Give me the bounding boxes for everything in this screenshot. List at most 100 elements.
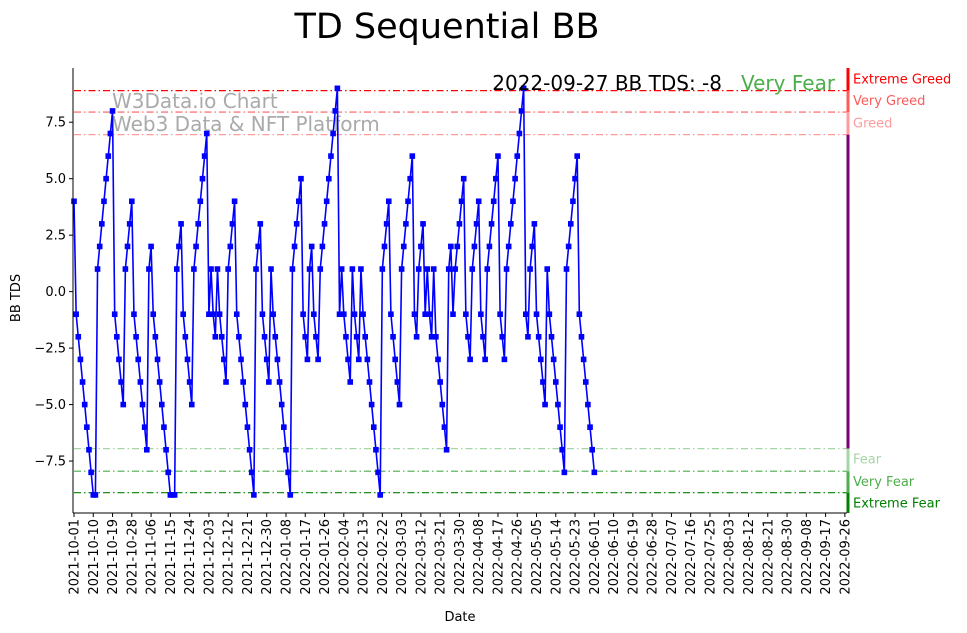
annotation-status: Very Fear — [741, 71, 836, 95]
data-point — [71, 198, 77, 205]
data-point — [231, 198, 238, 205]
x-tick-label: 2022-04-26 — [511, 519, 526, 595]
data-point — [418, 243, 424, 250]
data-point — [266, 379, 272, 385]
data-point — [210, 311, 216, 318]
data-point — [255, 243, 261, 250]
data-point — [212, 334, 219, 340]
data-point — [92, 492, 99, 498]
x-tick-label: 2022-03-03 — [395, 519, 410, 595]
data-point — [375, 469, 381, 476]
data-point — [448, 243, 454, 250]
data-point — [293, 221, 300, 227]
data-point — [435, 356, 441, 363]
data-point — [574, 153, 580, 159]
x-tick-label: 2022-03-12 — [414, 519, 429, 595]
y-tick-label: −2.5 — [34, 342, 66, 357]
x-tick-label: 2022-07-16 — [684, 519, 699, 595]
x-tick-label: 2022-01-17 — [299, 519, 314, 595]
series-bb-tds — [71, 85, 598, 498]
data-point — [497, 311, 503, 318]
data-point — [495, 153, 501, 159]
x-tick-label: 2022-06-28 — [646, 519, 661, 595]
data-point — [306, 266, 313, 272]
data-point — [377, 492, 384, 498]
data-point — [351, 311, 358, 318]
data-point — [338, 266, 345, 272]
x-tick-label: 2022-03-30 — [453, 519, 468, 595]
data-point — [315, 356, 321, 363]
data-point — [343, 334, 349, 340]
x-tick-label: 2022-03-21 — [434, 519, 449, 595]
latest-annotation: 2022-09-27 BB TDS: -8 Very Fear — [492, 71, 836, 95]
data-point — [557, 424, 563, 430]
x-tick-label: 2021-10-28 — [125, 519, 140, 595]
data-point — [516, 130, 523, 137]
data-point — [253, 266, 259, 272]
x-tick-label: 2022-09-08 — [800, 519, 815, 595]
data-point — [379, 266, 386, 272]
data-point — [311, 311, 317, 318]
x-tick-label: 2022-06-19 — [626, 519, 641, 595]
data-point — [364, 356, 371, 363]
data-point — [214, 266, 221, 272]
data-point — [426, 311, 433, 318]
data-point — [150, 311, 157, 318]
y-ticks: −7.5 −5.0 −2.5 0.0 2.5 5.0 7.5 — [34, 116, 73, 470]
data-point — [218, 334, 225, 340]
data-point — [332, 108, 339, 114]
data-point — [107, 130, 114, 137]
data-point — [441, 424, 448, 430]
data-point — [268, 266, 274, 272]
data-point — [456, 221, 463, 227]
data-point — [437, 379, 443, 385]
data-point — [285, 469, 291, 476]
data-point — [244, 424, 251, 430]
data-point — [482, 356, 488, 363]
data-point — [388, 311, 394, 318]
data-point — [201, 153, 208, 159]
data-point — [246, 446, 253, 453]
data-point — [216, 311, 223, 318]
data-point — [199, 175, 206, 182]
x-tick-label: 2021-12-12 — [222, 519, 237, 595]
data-point — [257, 221, 264, 227]
reference-labels: Extreme Greed Very Greed Greed Fear Very Fea… — [853, 73, 951, 512]
x-tick-label: 2021-11-15 — [164, 519, 179, 595]
data-point — [383, 221, 390, 227]
data-point — [156, 379, 163, 385]
x-tick-label: 2022-07-25 — [703, 519, 718, 595]
x-tick-label: 2022-09-17 — [819, 519, 834, 595]
annotation-date-value: 2022-09-27 BB TDS: -8 — [492, 71, 722, 95]
data-point — [195, 221, 201, 227]
data-point — [304, 356, 311, 363]
x-tick-label: 2021-12-21 — [241, 519, 256, 595]
data-point — [525, 334, 531, 340]
data-point — [561, 469, 568, 476]
data-point — [236, 334, 242, 340]
data-point — [555, 401, 561, 408]
x-tick-label: 2022-04-08 — [472, 519, 487, 595]
x-tick-label: 2022-08-03 — [723, 519, 738, 595]
data-point — [103, 175, 109, 182]
ref-label-4: Very Fear — [853, 475, 915, 490]
data-point — [197, 198, 204, 205]
data-point — [503, 266, 510, 272]
data-point — [298, 175, 304, 182]
x-tick-label: 2022-06-10 — [607, 519, 622, 595]
data-point — [126, 221, 133, 227]
data-point — [398, 266, 405, 272]
data-point — [79, 379, 86, 385]
data-point — [400, 243, 407, 250]
data-point — [334, 85, 341, 92]
data-point — [420, 221, 426, 227]
data-point — [430, 266, 437, 272]
data-point — [493, 175, 499, 182]
data-point — [144, 446, 150, 453]
x-tick-label: 2022-05-23 — [569, 519, 584, 595]
data-point — [287, 492, 294, 498]
data-point — [413, 334, 420, 340]
data-point — [263, 356, 270, 363]
data-point — [188, 401, 195, 408]
